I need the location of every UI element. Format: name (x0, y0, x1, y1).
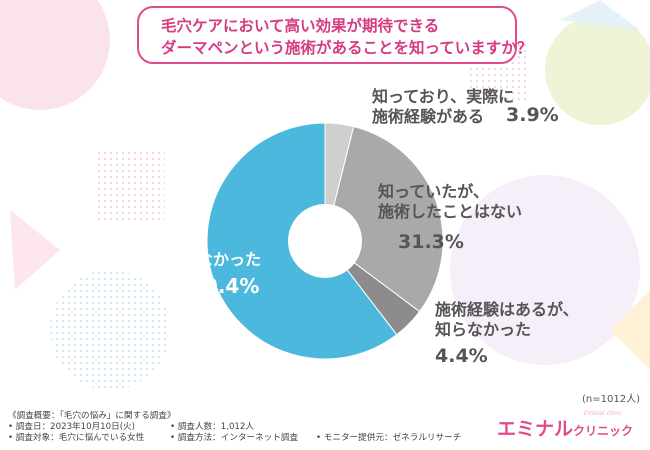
label-known-not-experienced: 知っていたが、 施術したことはない (378, 182, 522, 222)
survey-people: • 調査人数：1,012人 (170, 422, 254, 432)
label-not-known: 知らなかった (165, 250, 261, 270)
label-experienced-not-known: 施術経験はあるが、 知らなかった (435, 300, 579, 340)
label-known-experienced-line1: 知っており、実際に (372, 87, 515, 106)
survey-row-2: • 調査対象：毛穴に悩んでいる女性 • 調査方法：インターネット調査 • モニター提… (8, 433, 461, 444)
label-experienced-not-known-line2: 知らなかった (435, 320, 532, 339)
survey-provider: • モニター提供元：ゼネラルリサーチ (316, 433, 462, 443)
percent-known-not-experienced: 31.3% (398, 231, 464, 253)
survey-row-1: • 調査日：2023年10月10日(火) • 調査人数：1,012人 (8, 422, 461, 433)
question-line-1: 毛穴ケアにおいて高い効果が期待できる (161, 17, 440, 35)
label-known-experienced: 知っており、実際に 施術経験がある (372, 87, 514, 127)
bg-circle-lavender (450, 175, 640, 365)
percent-known-experienced: 3.9% (506, 104, 559, 126)
footer-band (0, 400, 650, 450)
brand-logo: エミナルクリニック (497, 414, 633, 441)
bg-dot-circle-blue (50, 270, 170, 390)
brand-tagline: Eminal clinic (584, 410, 622, 417)
bg-dot-square (95, 150, 165, 220)
bg-triangle-left (10, 210, 60, 290)
brand-name-main: エミナル (497, 418, 574, 440)
question-line-2: ダーマペンという施術があることを知っていますか？ (161, 39, 533, 57)
bg-circle-green (545, 15, 650, 125)
label-not-known-line1: 知らなかった (165, 250, 262, 269)
bg-triangle-right (610, 290, 650, 370)
question-box: 毛穴ケアにおいて高い効果が期待できる ダーマペンという施術があることを知っていま… (137, 6, 533, 64)
percent-not-known: 60.4% (190, 274, 260, 298)
brand-name-sub: クリニック (573, 424, 634, 438)
label-known-not-experienced-line1: 知っていたが、 (378, 182, 489, 201)
survey-date: • 調査日：2023年10月10日(火) (8, 422, 135, 432)
slice-known-not-experienced (324, 125, 444, 313)
label-experienced-not-known-line1: 施術経験はあるが、 (435, 300, 579, 319)
label-known-not-experienced-line2: 施術したことはない (378, 202, 523, 221)
survey-title: 《調査概要：「毛穴の悩み」に関する調査》 (8, 411, 176, 421)
survey-target: • 調査対象：毛穴に悩んでいる女性 (8, 433, 145, 443)
survey-method: • 調査方法：インターネット調査 (170, 433, 299, 443)
survey-overview: 《調査概要：「毛穴の悩み」に関する調査》 • 調査日：2023年10月10日(火… (8, 411, 461, 444)
donut-hole (288, 204, 362, 278)
sample-size-note: (n=1012人) (582, 394, 640, 405)
bg-circle-pink (0, 0, 110, 110)
bg-triangle-top-right (560, 0, 640, 30)
label-known-experienced-line2: 施術経験がある (372, 107, 485, 126)
percent-experienced-not-known: 4.4% (435, 345, 488, 367)
